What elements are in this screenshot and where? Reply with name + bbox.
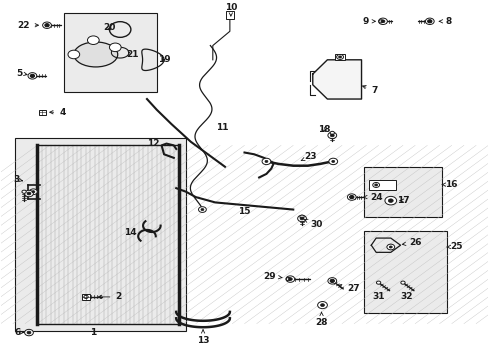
- Circle shape: [329, 131, 334, 135]
- Circle shape: [288, 278, 292, 280]
- Bar: [225, 11, 233, 19]
- Text: 9: 9: [362, 17, 375, 26]
- Text: 14: 14: [123, 228, 136, 237]
- Text: 12: 12: [146, 139, 159, 148]
- Circle shape: [331, 160, 334, 162]
- Circle shape: [22, 190, 26, 193]
- Circle shape: [349, 195, 353, 198]
- Circle shape: [285, 278, 290, 281]
- Circle shape: [349, 195, 353, 199]
- Circle shape: [427, 20, 431, 23]
- Circle shape: [285, 276, 294, 282]
- Text: 6: 6: [14, 328, 23, 337]
- Text: 16: 16: [441, 180, 457, 189]
- Circle shape: [378, 20, 383, 23]
- Circle shape: [372, 183, 379, 188]
- Circle shape: [327, 278, 336, 284]
- Text: 10: 10: [224, 3, 237, 16]
- Circle shape: [329, 279, 334, 283]
- Text: 11: 11: [216, 123, 228, 132]
- Circle shape: [29, 189, 37, 195]
- Bar: [334, 54, 345, 60]
- Text: 27: 27: [338, 284, 359, 293]
- Circle shape: [320, 304, 324, 306]
- Circle shape: [330, 279, 333, 282]
- Bar: [15, 138, 185, 331]
- Circle shape: [378, 18, 386, 24]
- Text: 32: 32: [399, 292, 412, 301]
- Text: 19: 19: [158, 55, 170, 64]
- Circle shape: [87, 36, 99, 45]
- Circle shape: [27, 192, 31, 195]
- Circle shape: [328, 158, 337, 165]
- Circle shape: [330, 134, 333, 137]
- Circle shape: [24, 190, 33, 197]
- Circle shape: [376, 281, 380, 284]
- Bar: [363, 231, 446, 313]
- Text: 2: 2: [98, 292, 122, 301]
- Bar: [363, 167, 441, 217]
- Bar: [39, 110, 45, 115]
- Text: 8: 8: [438, 17, 451, 26]
- Bar: [64, 13, 157, 92]
- Text: 22: 22: [18, 21, 39, 30]
- Circle shape: [68, 50, 80, 59]
- Text: 1: 1: [90, 328, 96, 337]
- Circle shape: [30, 75, 34, 77]
- Text: 28: 28: [315, 312, 327, 327]
- Text: 23: 23: [301, 152, 316, 161]
- Circle shape: [384, 196, 396, 205]
- Circle shape: [374, 184, 377, 186]
- Circle shape: [427, 20, 431, 23]
- Circle shape: [386, 244, 394, 250]
- Polygon shape: [312, 60, 361, 99]
- Text: 17: 17: [396, 196, 408, 205]
- Text: 5: 5: [16, 68, 27, 77]
- Circle shape: [338, 56, 341, 58]
- Circle shape: [84, 295, 88, 298]
- Text: 25: 25: [446, 243, 462, 252]
- Text: 18: 18: [317, 125, 329, 134]
- Bar: [368, 180, 395, 190]
- Circle shape: [30, 74, 35, 77]
- Circle shape: [388, 246, 391, 248]
- Text: 26: 26: [402, 238, 421, 247]
- Circle shape: [380, 20, 384, 23]
- Circle shape: [32, 191, 35, 193]
- Circle shape: [45, 24, 49, 27]
- Text: 29: 29: [263, 272, 282, 281]
- Circle shape: [42, 22, 51, 28]
- Circle shape: [317, 302, 327, 309]
- Text: 15: 15: [238, 207, 250, 216]
- Circle shape: [400, 281, 404, 284]
- Circle shape: [27, 331, 31, 334]
- Circle shape: [297, 215, 306, 222]
- Circle shape: [300, 217, 304, 220]
- Circle shape: [425, 18, 433, 24]
- Circle shape: [336, 54, 343, 59]
- Text: 20: 20: [103, 23, 115, 32]
- Circle shape: [198, 207, 206, 212]
- Ellipse shape: [74, 42, 118, 67]
- Text: 30: 30: [304, 219, 322, 229]
- Circle shape: [299, 215, 304, 218]
- Bar: [82, 294, 90, 300]
- Circle shape: [346, 194, 355, 200]
- Text: 7: 7: [362, 86, 377, 95]
- Circle shape: [24, 329, 33, 336]
- Circle shape: [28, 73, 37, 79]
- Circle shape: [327, 132, 336, 139]
- Text: 4: 4: [50, 108, 65, 117]
- Circle shape: [109, 43, 121, 51]
- Text: 24: 24: [363, 193, 382, 202]
- Text: 13: 13: [196, 330, 209, 345]
- Circle shape: [201, 208, 203, 211]
- Circle shape: [262, 158, 270, 165]
- Text: 21: 21: [126, 50, 139, 59]
- Circle shape: [387, 199, 392, 202]
- Text: 31: 31: [371, 292, 384, 301]
- Circle shape: [45, 24, 49, 27]
- Text: 3: 3: [13, 175, 22, 184]
- Circle shape: [264, 160, 267, 162]
